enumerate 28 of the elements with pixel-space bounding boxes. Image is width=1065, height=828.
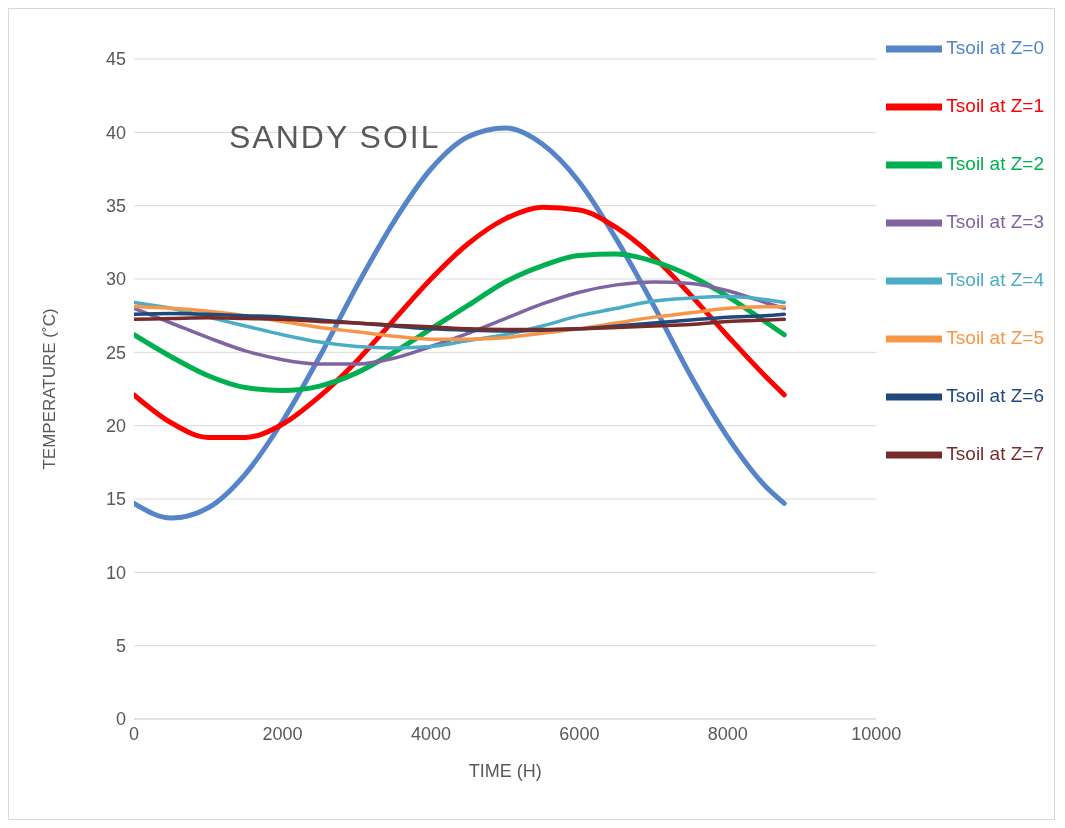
legend-label: Tsoil at Z=2 <box>946 152 1044 174</box>
legend-label: Tsoil at Z=1 <box>946 94 1044 116</box>
y-tick-label: 45 <box>105 49 126 70</box>
x-tick-label: 4000 <box>410 723 451 744</box>
y-tick-label: 10 <box>105 562 126 583</box>
x-tick-label: 6000 <box>559 723 600 744</box>
annotation: SANDY SOIL <box>229 119 441 156</box>
y-tick-label: 15 <box>105 489 126 510</box>
legend-label: Tsoil at Z=0 <box>946 37 1044 58</box>
y-tick-label: 25 <box>105 342 126 363</box>
legend-label: Tsoil at Z=3 <box>946 210 1044 232</box>
y-tick-label: 30 <box>105 269 126 290</box>
y-tick-label: 0 <box>115 709 126 730</box>
line-series <box>134 316 787 332</box>
legend-label: Tsoil at Z=4 <box>946 268 1044 290</box>
legend-label: Tsoil at Z=5 <box>946 326 1044 348</box>
x-axis-title: TIME (H) <box>468 761 542 781</box>
y-tick-label: 35 <box>105 196 126 217</box>
legend-label: Tsoil at Z=6 <box>946 384 1044 406</box>
x-tick-label: 10000 <box>851 723 902 744</box>
y-axis-title: TEMPERATURE (˚C) <box>40 308 60 470</box>
legend-label: Tsoil at Z=7 <box>946 442 1044 464</box>
y-tick-label: 20 <box>105 416 126 437</box>
y-tick-label: 5 <box>115 636 126 657</box>
y-tick-label: 40 <box>105 122 126 143</box>
x-tick-label: 0 <box>128 723 140 744</box>
x-tick-label: 8000 <box>707 723 748 744</box>
x-tick-label: 2000 <box>262 723 303 744</box>
